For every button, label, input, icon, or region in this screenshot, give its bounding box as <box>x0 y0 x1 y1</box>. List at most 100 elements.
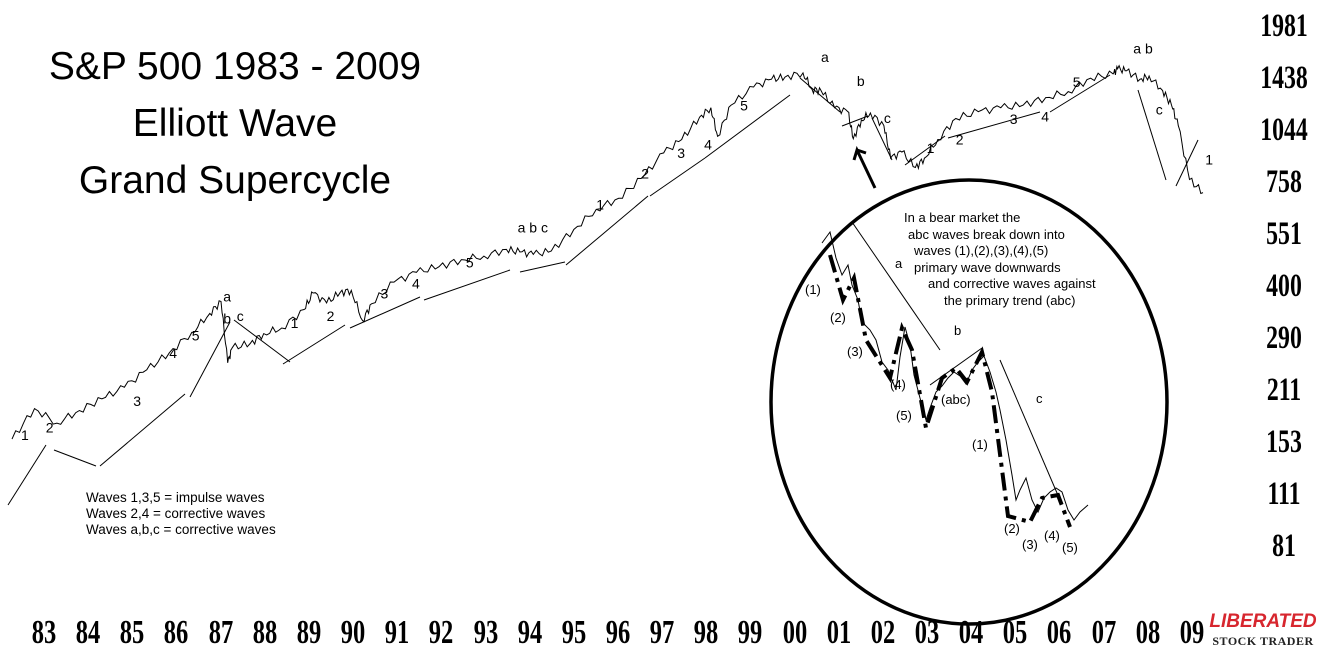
wave-label: 2 <box>641 166 649 182</box>
wave-label: 5 <box>740 97 748 113</box>
y-tick-label: 211 <box>1266 372 1302 408</box>
legend-line: Waves 1,3,5 = impulse waves <box>86 490 265 505</box>
x-tick-label: 07 <box>1091 614 1116 651</box>
inset-wave-label: (4) <box>890 377 906 392</box>
inset-price-line <box>821 230 1089 521</box>
x-tick-label: 98 <box>694 614 719 651</box>
inset-wave-label: (5) <box>896 408 912 423</box>
x-tick-label: 84 <box>75 614 101 651</box>
wave-label: c <box>1156 101 1163 117</box>
y-tick-label: 758 <box>1266 164 1302 200</box>
inset-circle: abc(1)(2)(3)(4)(5)(abc)(1)(2)(3)(4)(5) <box>769 178 1169 626</box>
trend-line <box>233 319 291 363</box>
x-tick-label: 96 <box>605 614 631 651</box>
wave-label: c <box>237 308 244 324</box>
inset-trend-lines <box>851 221 1061 501</box>
wave-label: 2 <box>956 131 964 147</box>
x-tick-label: 85 <box>120 614 145 651</box>
trend-line <box>871 117 893 161</box>
title-line: Grand Supercycle <box>78 159 392 202</box>
wave-label: 3 <box>1010 111 1018 127</box>
y-tick-label: 400 <box>1266 268 1302 304</box>
inset-wave-label: b <box>954 323 961 338</box>
wave-label: 3 <box>381 285 389 301</box>
y-tick-label: 153 <box>1266 424 1302 460</box>
x-tick-label: 92 <box>429 614 454 651</box>
wave-label: c <box>884 110 891 126</box>
y-tick-label: 1981 <box>1260 8 1308 44</box>
arrow-pointer <box>852 145 877 189</box>
inset-note-line: primary wave downwards <box>914 259 1061 275</box>
x-tick-label: 04 <box>958 614 984 651</box>
x-tick-label: 90 <box>340 614 366 651</box>
y-tick-label: 81 <box>1272 528 1296 564</box>
trend-line <box>7 444 47 506</box>
x-tick-label: 05 <box>1003 614 1028 651</box>
trend-line <box>799 77 841 113</box>
inset-trend-line <box>999 359 1061 501</box>
brand-tagline: STOCK TRADER <box>1212 634 1314 648</box>
wave-label: 2 <box>46 420 54 436</box>
inset-note-line: and corrective waves against <box>928 276 1096 291</box>
inset-note-line: waves (1),(2),(3),(4),(5) <box>914 243 1049 258</box>
inset-note: In a bear market the abc waves break dow… <box>888 210 1138 309</box>
x-tick-label: 03 <box>914 614 940 651</box>
x-tick-label: 88 <box>252 614 277 651</box>
inset-trend-line <box>851 221 941 351</box>
trend-line <box>349 296 421 329</box>
trend-lines <box>7 74 1199 506</box>
price-series <box>11 64 1204 440</box>
trend-line <box>649 157 706 197</box>
x-tick-label: 09 <box>1179 614 1205 651</box>
trend-line <box>1137 89 1167 181</box>
y-tick-label: 1438 <box>1260 60 1308 96</box>
wave-label: 1 <box>1205 152 1213 168</box>
x-tick-label: 99 <box>738 614 763 651</box>
inset-circle-outline <box>769 178 1169 626</box>
inset-note-line: abc waves break down into <box>908 226 1065 242</box>
price-line <box>11 64 1204 440</box>
y-tick-label: 551 <box>1266 216 1302 252</box>
inset-wave-label: (1) <box>805 282 821 297</box>
x-tick-label: 08 <box>1135 614 1160 651</box>
trend-line <box>99 393 186 467</box>
wave-label: 5 <box>192 328 200 344</box>
brand-logo: LIBERATED STOCK TRADER <box>1204 611 1322 649</box>
x-tick-label: 93 <box>473 614 498 651</box>
wave-label: 2 <box>327 308 335 324</box>
title-line: Elliott Wave <box>132 102 338 145</box>
trend-line <box>423 269 511 301</box>
wave-label: 1 <box>927 140 935 156</box>
x-tick-label: 95 <box>561 614 587 651</box>
title-line: S&P 500 1983 - 2009 <box>48 45 422 88</box>
trend-line <box>565 195 649 266</box>
x-tick-label: 83 <box>31 614 57 651</box>
x-tick-label: 01 <box>826 614 851 651</box>
y-tick-label: 1044 <box>1260 112 1308 148</box>
inset-wave-label: (4) <box>1044 528 1060 543</box>
trend-line <box>947 111 1041 139</box>
inset-wave-label: (1) <box>972 437 988 452</box>
legend-line: Waves a,b,c = corrective waves <box>86 522 276 537</box>
inset-labels: abc(1)(2)(3)(4)(5)(abc)(1)(2)(3)(4)(5) <box>805 256 1078 555</box>
wave-label: a <box>821 49 829 65</box>
trend-line <box>841 115 869 127</box>
trend-line <box>519 261 566 273</box>
wave-label: 4 <box>412 275 420 291</box>
trend-line <box>53 449 97 467</box>
inset-wave-label: (3) <box>847 344 863 359</box>
wave-label: 5 <box>1073 74 1081 90</box>
inset-note-line: In a bear market the <box>904 210 1021 225</box>
inset-wave-label: c <box>1036 391 1043 406</box>
wave-legend: Waves 1,3,5 = impulse waves Waves 2,4 = … <box>86 490 276 538</box>
wave-label: b <box>857 73 865 89</box>
wave-label: 3 <box>677 145 685 161</box>
trend-line <box>282 324 346 365</box>
wave-label: a b c <box>518 219 548 235</box>
inset-trend-line <box>929 347 983 386</box>
x-tick-label: 87 <box>208 614 233 651</box>
wave-label: a b <box>1133 40 1153 56</box>
